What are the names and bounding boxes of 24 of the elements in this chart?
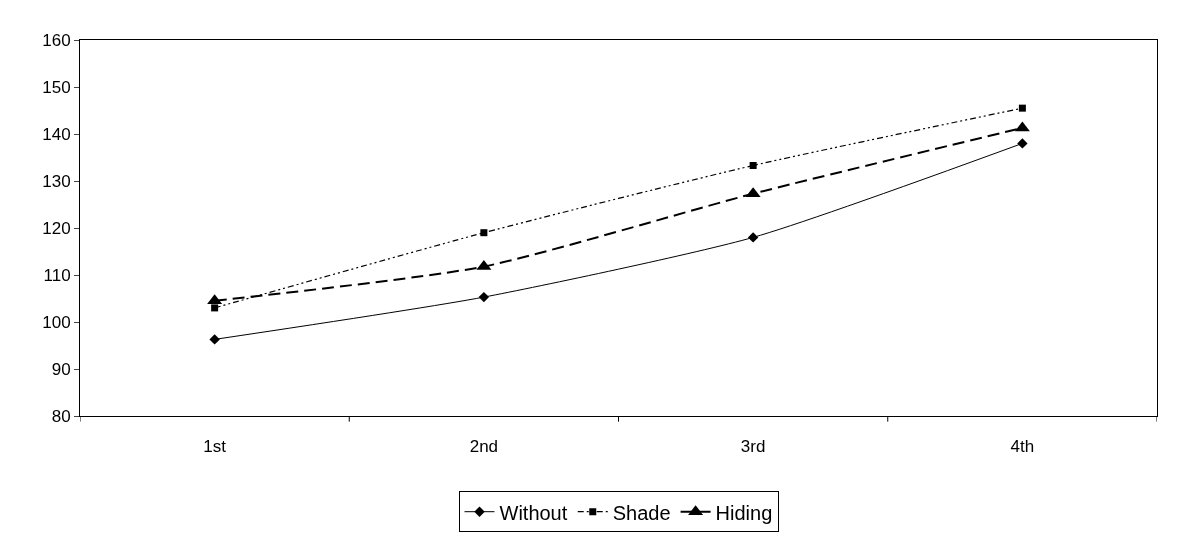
y-tick-label: 150 (42, 77, 71, 97)
y-tick-label: 160 (42, 30, 71, 50)
x-tick-label: 4th (1010, 437, 1035, 457)
y-tick-label: 140 (42, 124, 71, 144)
y-tick-label: 130 (42, 171, 71, 191)
point (747, 232, 759, 243)
y-tick-label: 120 (42, 218, 71, 238)
point (749, 161, 757, 169)
point (480, 229, 488, 237)
x-tick-label: 2nd (469, 437, 499, 457)
x-tick-label: 1st (203, 437, 227, 457)
y-tick-label: 110 (43, 265, 71, 285)
y-tick-label: 90 (51, 359, 71, 379)
legend-label: Shade (612, 501, 671, 524)
legend-label: Without (499, 501, 568, 524)
point (1018, 104, 1026, 112)
y-tick-label: 80 (51, 406, 71, 426)
point (211, 304, 219, 312)
point (1017, 138, 1028, 149)
point (478, 291, 490, 303)
legend-label: Hiding (715, 501, 773, 524)
point (209, 334, 220, 345)
y-tick-label: 100 (42, 312, 71, 332)
x-tick-label: 3rd (740, 437, 766, 457)
